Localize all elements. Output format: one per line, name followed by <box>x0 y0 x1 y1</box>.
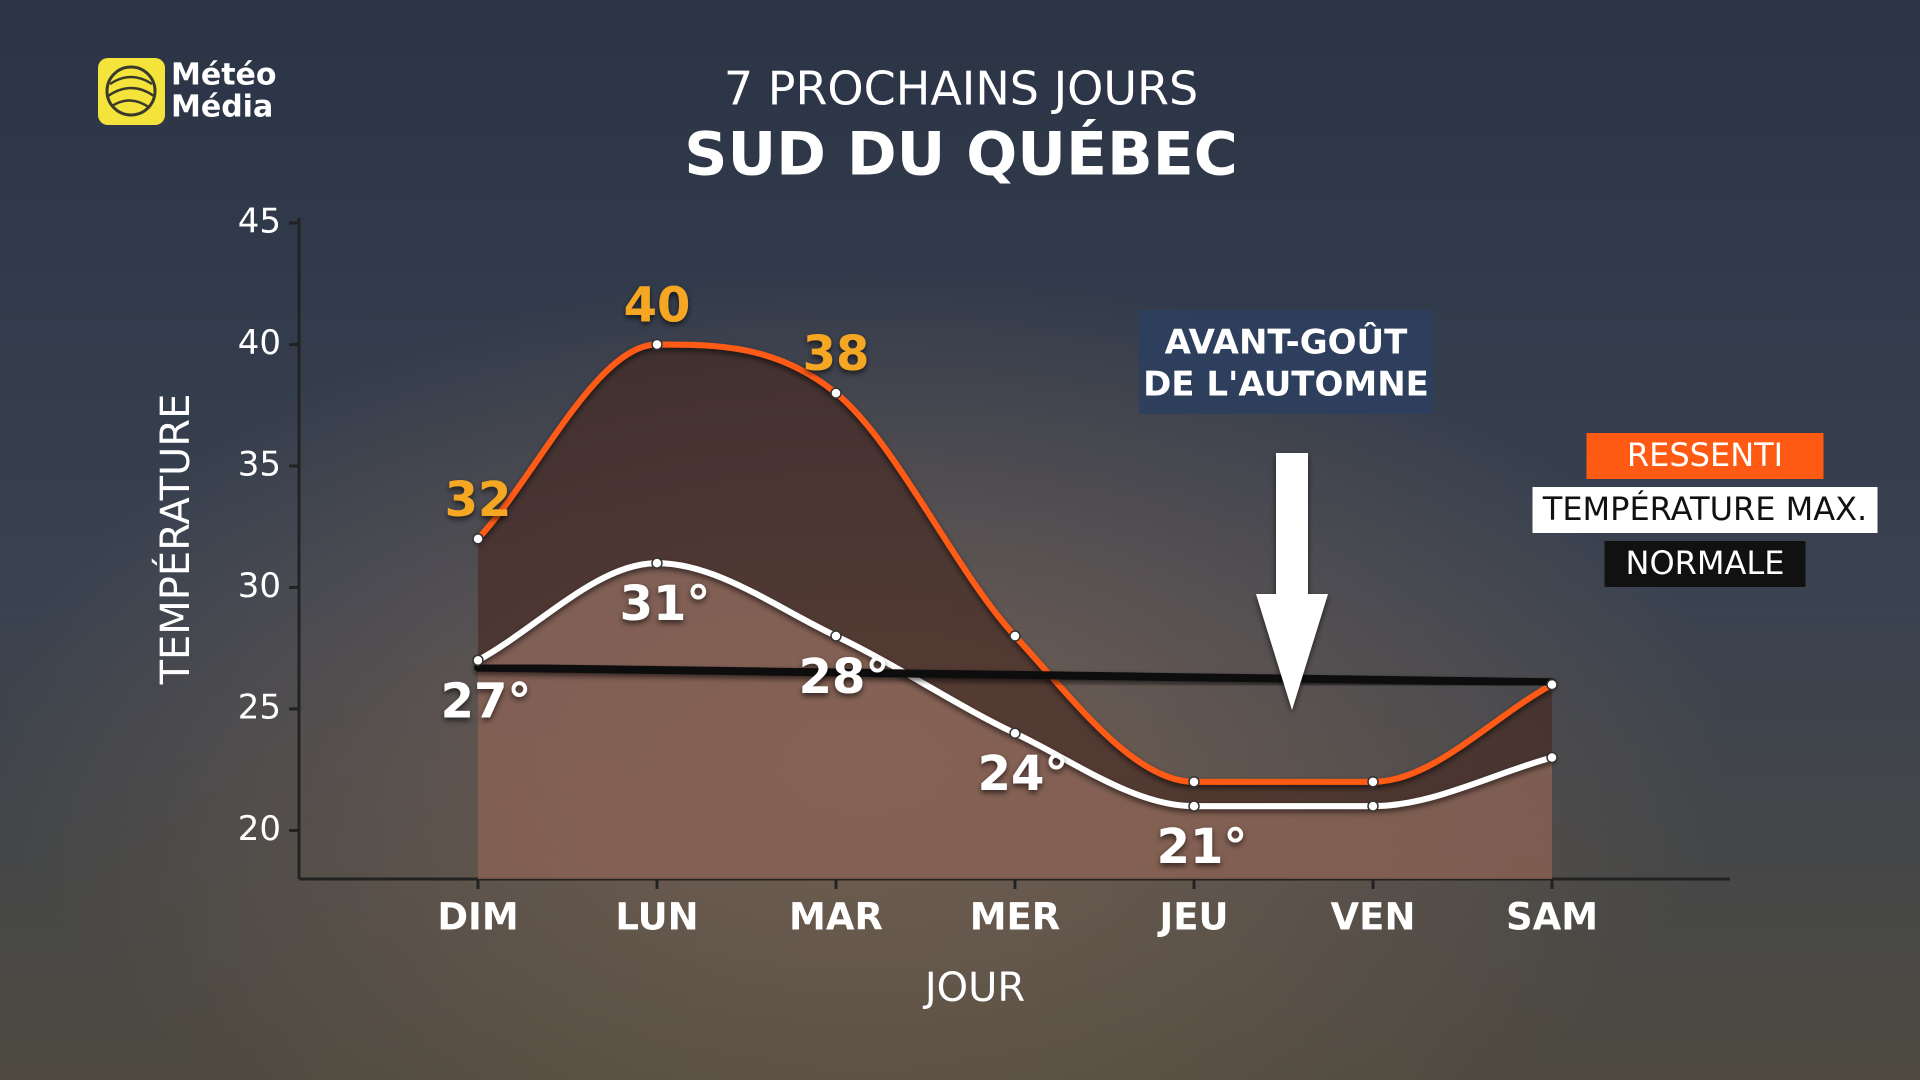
value-label: 21° <box>1157 819 1248 875</box>
value-label: 40 <box>624 277 691 333</box>
logo-lines <box>107 75 155 110</box>
point <box>472 654 484 667</box>
area <box>478 563 1552 879</box>
point <box>472 533 484 545</box>
annotation-text: AVANT-GOÛT <box>1165 322 1409 363</box>
point <box>830 387 842 399</box>
legend-label: RESSENTI <box>1627 436 1783 474</box>
chart-subtitle: SUD DU QUÉBEC <box>684 118 1238 190</box>
y-tick-label: 25 <box>238 687 281 727</box>
y-tick-label: 35 <box>238 444 281 484</box>
legend: RESSENTI TEMPÉRATURE MAX. NORMALE <box>1532 433 1878 587</box>
logo-text: Météo <box>171 58 277 93</box>
legend-label: NORMALE <box>1626 544 1785 582</box>
legend-swatch <box>1532 487 1878 533</box>
point <box>1367 800 1379 812</box>
x-tick-label: SAM <box>1506 896 1598 939</box>
logo: Météo Média <box>98 58 277 125</box>
point <box>651 557 663 569</box>
annotation: AVANT-GOÛT DE L'AUTOMNE <box>1139 310 1433 710</box>
value-label: 28° <box>799 649 890 705</box>
logo-text: Média <box>171 90 273 125</box>
x-tick-label: LUN <box>615 896 698 939</box>
y-axis-label: TEMPÉRATURE <box>151 394 199 686</box>
y-tick-label: 45 <box>238 202 281 242</box>
point <box>1367 776 1379 788</box>
point <box>830 630 842 642</box>
legend-swatch <box>1586 433 1824 479</box>
annotation-box <box>1139 310 1433 414</box>
value-label: 31° <box>620 576 711 632</box>
chart-title: 7 PROCHAINS JOURS <box>724 62 1198 116</box>
point <box>1188 776 1200 788</box>
legend-label: TEMPÉRATURE MAX. <box>1542 490 1867 528</box>
annotation-arrow <box>1256 453 1328 710</box>
point <box>1188 800 1200 812</box>
logo-globe <box>105 65 157 117</box>
plot-area: 20 25 30 35 40 45 DIM LUN MAR MER JEU VEN SAM 32 40 38 2… <box>238 202 1730 939</box>
y-tick-label: 30 <box>238 566 281 606</box>
x-axis-label: JOUR <box>922 965 1025 1011</box>
x-tick-label: VEN <box>1331 896 1416 939</box>
x-tick-label: MER <box>970 896 1061 939</box>
line <box>474 663 1556 687</box>
x-tick-label: JEU <box>1156 896 1228 939</box>
point <box>1546 751 1558 764</box>
point <box>651 338 663 351</box>
legend-swatch <box>1604 541 1806 587</box>
value-label: 27° <box>441 673 532 729</box>
value-label: 24° <box>978 746 1069 802</box>
point <box>1009 630 1021 642</box>
point <box>1546 678 1558 691</box>
y-tick-label: 40 <box>238 323 281 363</box>
value-label: 32 <box>445 472 512 528</box>
value-label: 38 <box>803 326 870 382</box>
y-tick-label: 20 <box>238 809 281 849</box>
area <box>478 344 1552 880</box>
annotation-text: DE L'AUTOMNE <box>1143 365 1429 405</box>
point <box>1009 727 1021 739</box>
x-tick-label: DIM <box>437 896 518 939</box>
x-tick-label: MAR <box>789 896 883 939</box>
